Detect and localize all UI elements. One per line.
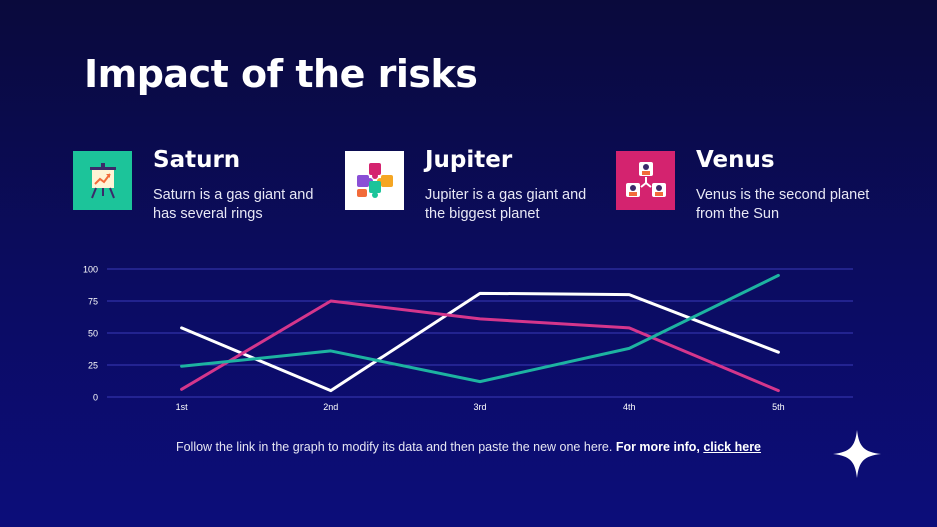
series-line-3 — [180, 273, 780, 384]
team-icon — [625, 161, 666, 197]
y-tick-label: 100 — [83, 265, 98, 275]
card-title: Jupiter — [425, 147, 513, 173]
click-here-link[interactable]: click here — [703, 440, 762, 454]
x-tick-label: 1st — [176, 402, 189, 412]
y-tick-label: 50 — [88, 329, 98, 339]
x-tick-label: 3rd — [473, 402, 486, 412]
card-icon-box — [616, 151, 675, 210]
card-description: Saturn is a gas giant and has several ri… — [153, 187, 314, 222]
y-tick-label: 0 — [93, 393, 98, 403]
line-chart: 0 25 50 75 100 1st 2nd 3rd 4th 5th — [83, 265, 853, 412]
sparkle-icon — [833, 430, 881, 478]
card-title: Saturn — [153, 147, 241, 173]
card-saturn: Saturn Saturn is a gas giant and has sev… — [73, 147, 323, 238]
footnote: Follow the link in the graph to modify i… — [0, 440, 937, 454]
card-description: Venus is the second planet from the Sun — [696, 187, 870, 222]
y-tick-label: 75 — [88, 297, 98, 307]
card-description: Jupiter is a gas giant and the biggest p… — [425, 187, 587, 222]
card-icon-box — [345, 151, 404, 210]
card-jupiter: Jupiter Jupiter is a gas giant and the b… — [345, 147, 595, 238]
presentation-board-icon — [89, 162, 116, 198]
y-tick-label: 25 — [88, 361, 98, 371]
card-icon-box — [73, 151, 132, 210]
puzzle-icon — [356, 162, 393, 198]
card-title: Venus — [696, 147, 775, 173]
footnote-bold: For more info, — [615, 440, 704, 454]
slide-title: Impact of the risks — [84, 52, 478, 96]
series-line-1 — [180, 291, 780, 393]
x-tick-label: 4th — [623, 402, 636, 412]
x-tick-label: 5th — [772, 402, 785, 412]
card-venus: Venus Venus is the second planet from th… — [616, 147, 869, 238]
footnote-text: Follow the link in the graph to modify i… — [175, 440, 616, 454]
x-tick-label: 2nd — [323, 402, 338, 412]
series-line-2 — [180, 299, 780, 393]
